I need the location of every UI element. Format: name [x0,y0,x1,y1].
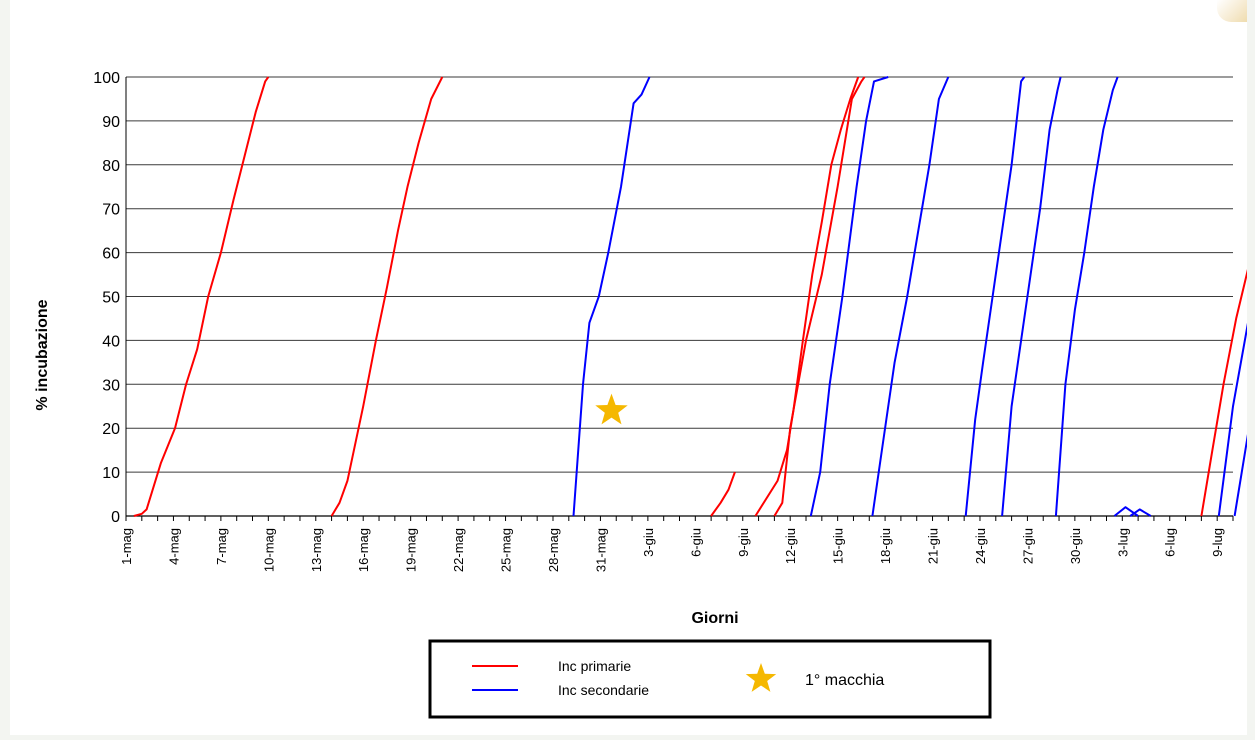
series-secondary-12 [1054,76,1119,517]
incubation-chart: 0 10 20 30 40 50 60 70 80 90 100 1-mag 4-mag 7-mag 10… [34,70,1255,719]
x-tick-label: 30-giu [1068,528,1083,564]
x-tick-label: 31-mag [593,528,608,572]
y-axis-label: % incubazione [34,299,51,410]
legend-label-star: 1° macchia [805,672,884,689]
series-secondary-8 [809,76,889,517]
series-primary-2 [330,76,444,517]
series-lines [133,76,1255,517]
legend-label-secondary: Inc secondarie [558,682,649,698]
y-tick-labels: 0 10 20 30 40 50 60 70 80 90 100 [93,70,120,526]
series-secondary-13 [1113,506,1139,517]
x-tick-label: 24-giu [973,528,988,564]
y-tick-label: 40 [102,333,120,350]
annotation-layer [595,393,628,425]
series-secondary-9 [871,76,950,517]
x-tick-label: 4-mag [166,528,181,565]
x-tick-labels: 1-mag 4-mag 7-mag 10-mag 13-mag 16-mag 19-mag 2… [119,528,1225,572]
legend-box [428,639,992,719]
series-primary-3 [710,471,736,517]
y-tick-label: 90 [102,114,120,131]
y-tick-label: 0 [111,509,120,526]
y-tick-label: 60 [102,246,120,263]
grid-lines [125,76,1234,521]
series-secondary-14 [1129,508,1152,517]
legend-star-icon [745,663,777,692]
series-secondary-15 [1217,278,1255,517]
x-tick-label: 9-lug [1210,528,1225,557]
star-icon [595,393,628,425]
legend: Inc primarie Inc secondarie 1° macchia [428,639,992,719]
series-secondary-7 [572,76,651,517]
legend-label-primary: Inc primarie [558,658,631,674]
chart-panel: 0 10 20 30 40 50 60 70 80 90 100 1-mag 4-mag 7-mag 10… [10,0,1255,735]
x-tick-label: 6-lug [1163,528,1178,557]
series-secondary-10 [964,76,1026,517]
y-tick-label: 50 [102,290,120,307]
x-tick-label: 1-mag [119,528,134,565]
x-tick-label: 6-giu [688,528,703,557]
x-tick-label: 18-giu [878,528,893,564]
x-tick-label: 12-giu [783,528,798,564]
x-tick-label: 3-giu [641,528,656,557]
series-primary-4 [773,76,866,517]
corner-decoration [1217,0,1247,22]
y-tick-label: 10 [102,465,120,482]
series-secondary-11 [1001,76,1062,517]
x-tick-label: 9-giu [736,528,751,557]
x-tick-label: 22-mag [451,528,466,572]
x-tick-label: 27-giu [1020,528,1035,564]
y-tick-label: 30 [102,377,120,394]
y-tick-label: 70 [102,202,120,219]
series-primary-1 [133,76,270,517]
x-tick-label: 15-giu [831,528,846,564]
x-tick-label: 25-mag [499,528,514,572]
x-tick-label: 19-mag [404,528,419,572]
y-tick-label: 20 [102,421,120,438]
y-tick-label: 100 [93,70,120,87]
x-tick-label: 16-mag [356,528,371,572]
x-tick-label: 7-mag [214,528,229,565]
x-tick-label: 21-giu [926,528,941,564]
x-axis-label: Giorni [691,610,738,627]
y-tick-label: 80 [102,158,120,175]
x-tick-label: 13-mag [309,528,324,572]
series-primary-5 [754,76,860,517]
x-tick-label: 3-lug [1115,528,1130,557]
x-tick-label: 28-mag [546,528,561,572]
x-tick-label: 10-mag [261,528,276,572]
